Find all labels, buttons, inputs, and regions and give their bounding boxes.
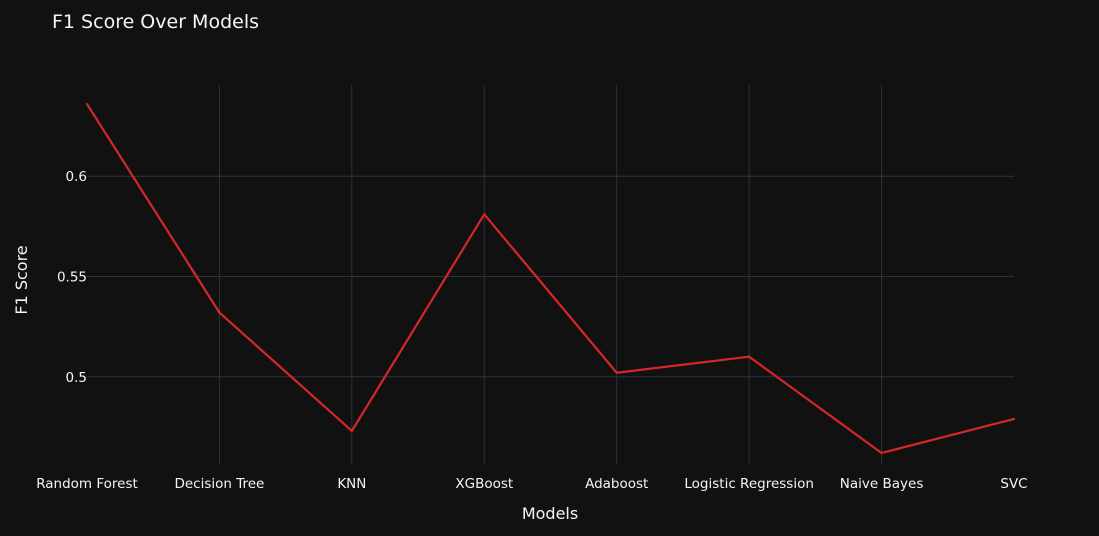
y-tick-label: 0.6: [66, 169, 87, 185]
x-axis-title: Models: [522, 504, 578, 523]
data-point: [1012, 417, 1016, 420]
data-point: [218, 311, 221, 314]
data-point: [85, 102, 89, 106]
x-gridlines: [218, 85, 883, 464]
y-tick-label: 0.5: [66, 370, 87, 386]
x-tick-label: XGBoost: [455, 476, 513, 492]
x-tick-label: Logistic Regression: [684, 476, 814, 492]
x-tick-label: Naive Bayes: [840, 476, 924, 492]
data-point: [615, 371, 618, 374]
series-line: [86, 103, 1015, 455]
y-gridlines: [87, 175, 1014, 378]
x-tick-label: Decision Tree: [174, 476, 264, 492]
data-point: [880, 451, 883, 455]
x-tick-label: SVC: [1000, 476, 1027, 492]
x-tick-labels: Random Forest Decision Tree KNN XGBoost Adab…: [36, 476, 1027, 492]
data-point: [483, 213, 486, 216]
x-tick-label: Random Forest: [36, 476, 138, 492]
chart-title: F1 Score Over Models: [52, 11, 259, 33]
data-point: [350, 429, 353, 433]
y-axis-title: F1 Score: [12, 245, 31, 314]
x-tick-label: KNN: [337, 476, 366, 492]
y-tick-label: 0.55: [57, 270, 87, 286]
x-tick-label: Adaboost: [585, 476, 648, 492]
y-tick-labels: 0.5 0.55 0.6: [57, 169, 87, 386]
series-layer: [85, 102, 1016, 455]
data-point: [748, 355, 751, 358]
